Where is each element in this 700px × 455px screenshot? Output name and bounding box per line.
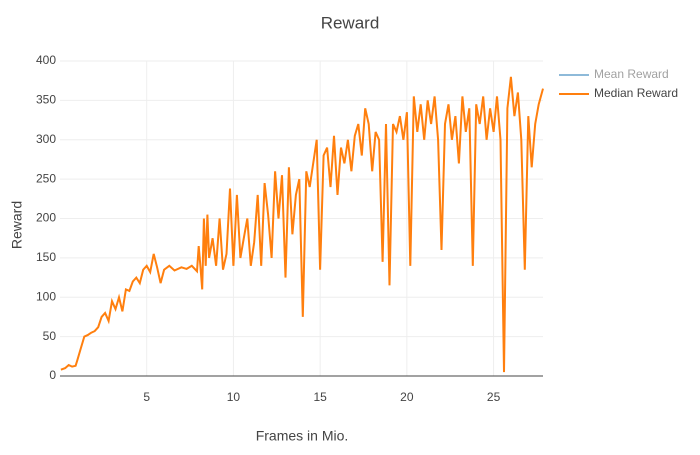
legend-label[interactable]: Mean Reward: [594, 67, 669, 81]
x-tick-label: 5: [143, 390, 150, 404]
x-tick-label: 15: [313, 390, 327, 404]
legend-label[interactable]: Median Reward: [594, 86, 678, 100]
y-tick-label: 300: [36, 132, 56, 146]
chart-title: Reward: [321, 13, 380, 32]
x-axis-title: Frames in Mio.: [256, 428, 349, 444]
x-tick-label: 20: [400, 390, 414, 404]
y-tick-label: 150: [36, 250, 56, 264]
y-tick-label: 250: [36, 171, 56, 185]
y-tick-label: 0: [49, 368, 56, 382]
y-tick-label: 200: [36, 211, 56, 225]
y-tick-label: 50: [43, 329, 57, 343]
y-tick-label: 100: [36, 289, 56, 303]
x-tick-label: 10: [227, 390, 241, 404]
x-tick-label: 25: [487, 390, 501, 404]
y-tick-label: 400: [36, 53, 56, 67]
series-line: [60, 76, 544, 373]
y-tick-label: 350: [36, 93, 56, 107]
y-axis-title: Reward: [9, 201, 25, 249]
